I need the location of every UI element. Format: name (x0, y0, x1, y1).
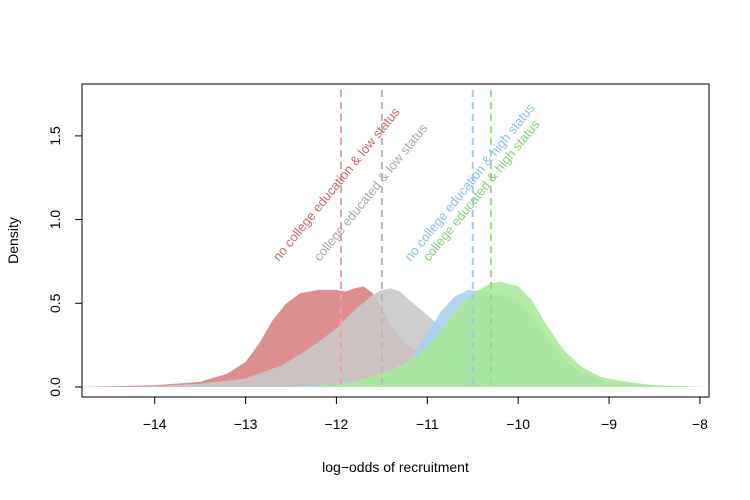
x-tick-label: −8 (692, 416, 708, 432)
density-areas (82, 281, 709, 387)
density-area-1 (82, 286, 564, 387)
y-tick-label: 1.5 (47, 126, 63, 146)
x-tick-label: −11 (416, 416, 439, 432)
x-axis: −14 −13 −12 −11 −10 −9 −8 (143, 396, 708, 432)
density-area-2 (136, 288, 646, 387)
x-tick-label: −14 (143, 416, 167, 432)
series-label-4: college educated & high status (420, 116, 543, 263)
x-axis-title: log−odds of recruitment (322, 459, 469, 475)
series-annotations: no college education & low statuscollege… (270, 100, 543, 264)
y-axis: 0.0 0.5 1.0 1.5 (47, 126, 83, 397)
y-tick-label: 0.5 (47, 293, 63, 313)
y-tick-label: 1.0 (47, 210, 63, 230)
density-area-4 (309, 281, 709, 387)
y-tick-label: 0.0 (47, 377, 63, 397)
x-tick-label: −13 (234, 416, 258, 432)
x-tick-label: −10 (506, 416, 530, 432)
x-tick-label: −9 (601, 416, 617, 432)
x-tick-label: −12 (325, 416, 349, 432)
y-axis-title: Density (5, 217, 21, 264)
mean-lines (339, 90, 492, 389)
